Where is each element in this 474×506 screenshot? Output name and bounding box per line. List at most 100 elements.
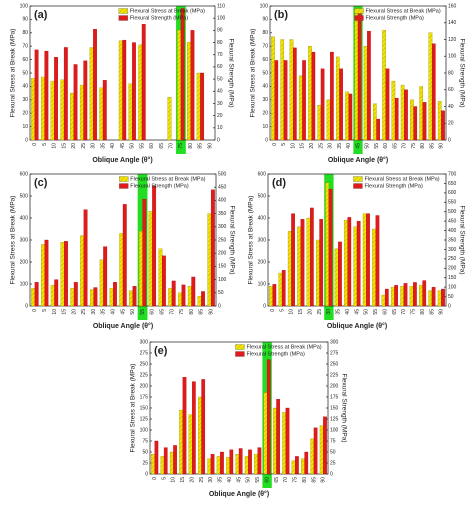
x-tick-label: 30 xyxy=(91,309,97,315)
strength-bar xyxy=(191,276,196,307)
stress-bar xyxy=(282,412,286,475)
stress-bar xyxy=(297,226,301,307)
x-tick-label: 15 xyxy=(61,143,67,149)
stress-bar xyxy=(400,286,404,307)
y-tick-label: 100 xyxy=(20,281,29,287)
x-tick-label: 25 xyxy=(317,309,323,315)
y2-tick-label: 600 xyxy=(448,190,457,196)
x-tick-label: 55 xyxy=(139,143,145,149)
strength-bar xyxy=(357,10,362,141)
x-tick-label: 55 xyxy=(140,309,146,315)
x-tick-label: 0 xyxy=(32,143,38,146)
y-tick-label: 100 xyxy=(258,281,267,287)
legend-swatch xyxy=(118,15,128,21)
strength-bar xyxy=(248,449,252,475)
x-tick-label: 15 xyxy=(300,143,306,149)
strength-bar xyxy=(293,47,297,141)
strength-bar xyxy=(102,80,107,141)
x-tick-label: 70 xyxy=(169,309,175,315)
stress-bar xyxy=(437,290,442,307)
strength-bar xyxy=(182,377,187,475)
stress-bar xyxy=(50,284,55,307)
stress-bar xyxy=(344,220,348,307)
y2-tick-label: 100 xyxy=(218,277,227,283)
legend-swatch xyxy=(354,8,364,14)
stress-bar xyxy=(316,239,320,307)
stress-bar xyxy=(335,56,340,141)
stress-bar xyxy=(187,286,192,307)
stress-bar xyxy=(196,72,201,141)
y2-tick-label: 400 xyxy=(448,228,457,234)
stress-bar xyxy=(128,83,133,141)
stress-bar xyxy=(409,286,414,307)
y-tick-label: 600 xyxy=(258,171,267,177)
stress-bar xyxy=(178,292,182,307)
x-tick-label: 75 xyxy=(179,309,185,315)
x-axis-title: Oblique Angle (θ°) xyxy=(92,156,152,164)
x-axis-title: Oblique Angle (θ°) xyxy=(328,156,388,164)
x-tick-label: 35 xyxy=(101,309,107,315)
stress-bar xyxy=(271,36,275,141)
x-tick-label: 30 xyxy=(208,477,214,483)
y2-tick-label: 500 xyxy=(218,171,227,177)
x-tick-label: 30 xyxy=(91,143,97,149)
y-axis-title: Flexural Stress at Break (MPa) xyxy=(10,29,17,118)
y2-tick-label: 20 xyxy=(217,113,223,119)
stress-bar xyxy=(60,79,65,141)
legend-label: Flexural Strength (MPa) xyxy=(246,351,305,357)
x-tick-label: 0 xyxy=(32,309,38,312)
strength-bar xyxy=(404,89,408,141)
strength-bar xyxy=(44,50,49,141)
x-tick-label: 20 xyxy=(307,309,313,315)
legend-swatch xyxy=(118,8,128,14)
x-tick-label: 35 xyxy=(336,309,342,315)
x-tick-label: 50 xyxy=(365,143,371,149)
strength-bar xyxy=(54,57,58,141)
x-tick-label: 80 xyxy=(189,309,195,315)
stress-bar xyxy=(400,84,405,141)
y2-tick-label: 40 xyxy=(217,89,223,95)
x-tick-label: 90 xyxy=(321,477,327,483)
y-tick-label: 600 xyxy=(20,171,29,177)
x-tick-label: 5 xyxy=(42,309,48,312)
x-tick-label: 80 xyxy=(302,477,308,483)
stress-bar xyxy=(310,438,315,475)
y-tick-label: 200 xyxy=(140,383,149,389)
y2-tick-label: 250 xyxy=(330,361,339,367)
x-tick-label: 85 xyxy=(198,143,204,149)
strength-bar xyxy=(201,291,205,307)
strength-bar xyxy=(348,93,353,141)
y2-tick-label: 0 xyxy=(448,137,451,143)
y2-tick-label: 40 xyxy=(448,104,454,110)
y-tick-label: 200 xyxy=(20,259,29,265)
strength-bar xyxy=(422,102,427,141)
y2-tick-label: 50 xyxy=(217,76,223,82)
y-tick-label: 75 xyxy=(142,438,148,444)
x-tick-label: 60 xyxy=(150,309,156,315)
x-tick-label: 55 xyxy=(374,143,380,149)
stress-bar xyxy=(89,289,94,307)
y-tick-label: 300 xyxy=(140,339,149,345)
y2-tick-label: 0 xyxy=(218,303,221,309)
stress-bar xyxy=(168,288,173,307)
y2-tick-label: 150 xyxy=(448,275,457,281)
stress-bar xyxy=(79,84,84,141)
x-tick-label: 50 xyxy=(246,477,252,483)
strength-bar xyxy=(310,207,314,307)
strength-bar xyxy=(276,399,280,475)
strength-bar xyxy=(162,255,166,307)
strength-bar xyxy=(113,282,117,307)
stress-bar xyxy=(148,211,153,307)
y2-tick-label: 0 xyxy=(448,303,451,309)
y-tick-label: 70 xyxy=(262,44,268,50)
stress-bar xyxy=(308,46,312,141)
y2-tick-label: 250 xyxy=(448,256,457,262)
y-tick-label: 20 xyxy=(262,111,268,117)
y-tick-label: 200 xyxy=(258,259,267,265)
x-tick-label: 65 xyxy=(274,477,280,483)
x-tick-label: 40 xyxy=(227,477,233,483)
x-tick-label: 40 xyxy=(111,309,117,315)
y-tick-label: 30 xyxy=(22,97,28,103)
stress-bar xyxy=(298,75,303,141)
